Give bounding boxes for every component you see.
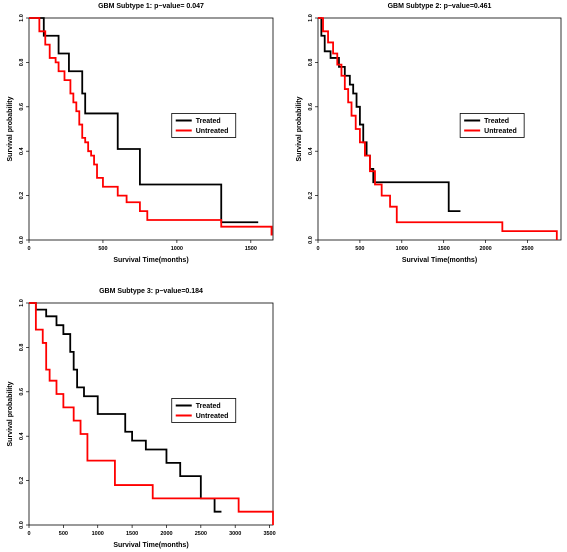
chart-panel-3: GBM Subtype 3: p−value=0.184 0 500 1000 1500… — [7, 288, 276, 549]
survival-curve-untreated — [29, 17, 273, 236]
y-tick-label: 0.6 — [19, 388, 25, 396]
x-tick-label: 1500 — [126, 531, 138, 537]
y-tick-label: 0.8 — [308, 59, 314, 67]
chart-title: GBM Subtype 1: p−value= 0.047 — [98, 3, 204, 10]
y-tick-label: 0.0 — [308, 236, 314, 244]
x-tick-label: 500 — [355, 246, 364, 252]
legend-label: Untreated — [484, 128, 517, 135]
x-tick-label: 2000 — [160, 531, 172, 537]
legend-box — [171, 398, 237, 423]
legend-label: Untreated — [196, 128, 229, 135]
x-tick-label: 2500 — [195, 531, 207, 537]
legend-label: Untreated — [196, 413, 229, 420]
plot-frame — [28, 17, 274, 241]
legend-label: Treated — [196, 403, 221, 410]
survival-curve-untreated — [318, 17, 558, 240]
x-axis-label: Survival Time(months) — [402, 257, 477, 264]
y-tick-label: 0.4 — [308, 146, 314, 155]
x-tick-label: 500 — [59, 531, 68, 537]
y-axis-label: Survival probability — [296, 96, 303, 161]
y-tick-label: 0.6 — [19, 103, 25, 111]
legend-box — [171, 113, 237, 138]
y-tick-label: 1.0 — [19, 299, 25, 307]
chart-panel-2: GBM Subtype 2: p−value=0.461 0 500 1000 1500… — [296, 3, 562, 264]
legend-label: Treated — [484, 118, 509, 125]
legend-label: Treated — [196, 118, 221, 125]
x-tick-label: 500 — [98, 246, 107, 252]
x-axis-label: Survival Time(months) — [113, 542, 188, 549]
x-tick-label: 1000 — [171, 246, 183, 252]
y-tick-label: 1.0 — [19, 14, 25, 22]
y-tick-label: 0.6 — [308, 103, 314, 111]
legend: Treated Untreated — [171, 398, 237, 423]
y-tick-label: 0.4 — [19, 431, 25, 440]
y-tick-label: 0.2 — [308, 192, 314, 200]
x-tick-label: 0 — [27, 246, 30, 252]
legend: Treated Untreated — [171, 113, 237, 138]
survival-curve-treated — [29, 302, 222, 513]
x-tick-label: 1000 — [92, 531, 104, 537]
y-tick-label: 0.2 — [19, 477, 25, 485]
x-tick-label: 1000 — [396, 246, 408, 252]
y-axis-label: Survival probability — [7, 96, 14, 161]
x-axis-label: Survival Time(months) — [113, 257, 188, 264]
x-tick-label: 3500 — [263, 531, 275, 537]
x-tick-label: 0 — [27, 531, 30, 537]
y-tick-label: 0.4 — [19, 146, 25, 155]
chart-panel-1: GBM Subtype 1: p−value= 0.047 0 500 1000 150… — [7, 3, 274, 264]
legend-box — [459, 113, 525, 138]
plot-frame — [317, 17, 562, 241]
y-tick-label: 0.2 — [19, 192, 25, 200]
survival-curve-treated — [29, 17, 259, 224]
chart-title: GBM Subtype 2: p−value=0.461 — [388, 3, 492, 10]
chart-title: GBM Subtype 3: p−value=0.184 — [99, 288, 203, 295]
x-tick-label: 3000 — [229, 531, 241, 537]
x-tick-label: 1500 — [438, 246, 450, 252]
y-tick-label: 0.0 — [19, 236, 25, 244]
survival-curve-untreated — [29, 302, 274, 525]
x-tick-label: 1500 — [245, 246, 257, 252]
plot-frame — [28, 302, 274, 526]
x-tick-label: 0 — [316, 246, 319, 252]
x-tick-label: 2000 — [479, 246, 491, 252]
y-axis-label: Survival probability — [7, 381, 14, 446]
x-tick-label: 2500 — [521, 246, 533, 252]
y-tick-label: 0.8 — [19, 344, 25, 352]
survival-curve-treated — [318, 17, 461, 213]
y-tick-label: 0.8 — [19, 59, 25, 67]
y-tick-label: 1.0 — [308, 14, 314, 22]
legend: Treated Untreated — [459, 113, 525, 138]
y-tick-label: 0.0 — [19, 521, 25, 529]
